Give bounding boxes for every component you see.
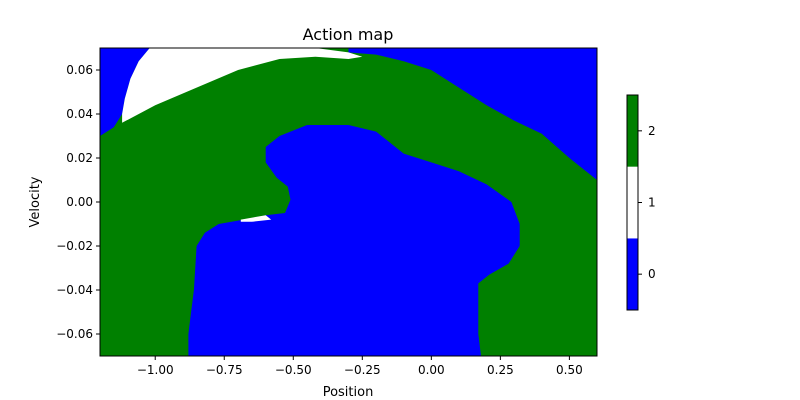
x-tick-label: −1.00 <box>137 363 174 377</box>
region-action-0-central-pit <box>188 125 520 356</box>
colorbar-tick-label: 2 <box>648 124 656 138</box>
x-tick-label: −0.75 <box>206 363 243 377</box>
colorbar-tick-label: 0 <box>648 267 656 281</box>
y-tick-label: −0.04 <box>56 283 93 297</box>
region-action-1-upper-left-strip <box>122 48 363 123</box>
y-tick-label: 0.00 <box>66 195 93 209</box>
x-tick-label: 0.25 <box>487 363 514 377</box>
colorbar-segment-1 <box>627 166 638 239</box>
x-tick-label: 0.50 <box>556 363 583 377</box>
region-action-0-upper-right-corner <box>348 48 597 180</box>
colorbar-segment-2 <box>627 95 638 167</box>
y-axis-label: Velocity <box>28 176 43 227</box>
region-action-0-upper-left-corner <box>100 48 150 136</box>
x-tick-label: 0.00 <box>418 363 445 377</box>
colorbar: 0 1 2 <box>626 94 656 311</box>
chart-title: Action map <box>303 25 394 44</box>
y-tick-label: 0.04 <box>66 107 93 121</box>
colorbar-segment-0 <box>627 238 638 310</box>
x-tick-label: −0.25 <box>344 363 381 377</box>
y-tick-label: −0.06 <box>56 327 93 341</box>
plot-area <box>100 48 597 356</box>
y-tick-label: 0.06 <box>66 63 93 77</box>
x-axis-label: Position <box>323 385 374 400</box>
y-tick-label: −0.02 <box>56 239 93 253</box>
region-action-1-small-white-notch <box>240 215 272 222</box>
x-tick-label: −0.50 <box>275 363 312 377</box>
y-axis: −0.06 −0.04 −0.02 0.00 0.02 0.04 0.06 <box>56 63 100 341</box>
colorbar-frame <box>626 94 639 311</box>
y-tick-label: 0.02 <box>66 151 93 165</box>
x-axis: −1.00 −0.75 −0.50 −0.25 0.00 0.25 0.50 <box>137 356 583 377</box>
colorbar-tick-label: 1 <box>648 196 656 210</box>
